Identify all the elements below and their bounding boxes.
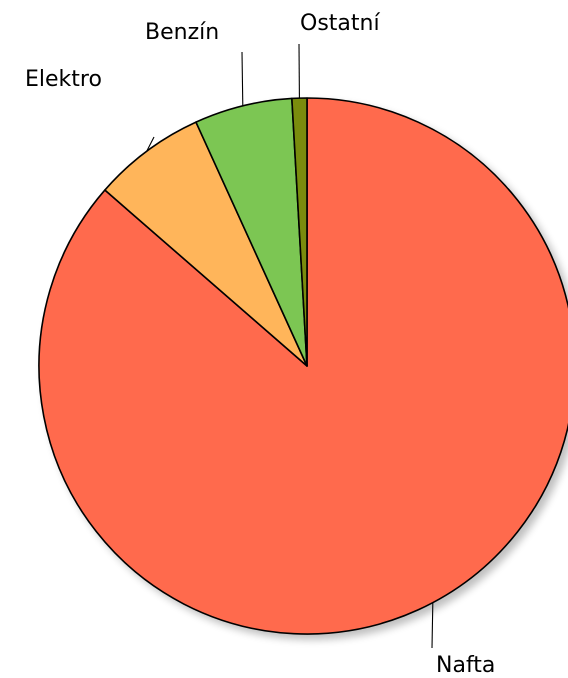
pie-slice-nafta — [38, 97, 568, 635]
leader-lines — [146, 43, 434, 649]
leader-line — [146, 136, 155, 152]
leader-line — [241, 51, 244, 106]
leader-line — [431, 602, 434, 649]
pie-slices — [38, 97, 568, 635]
slice-label-ostatni: Ostatní — [300, 11, 380, 36]
slice-label-elektro: Elektro — [25, 67, 102, 92]
slice-labels: Nafta Elektro Benzín Ostatní — [25, 11, 495, 678]
pie-slice-elektro — [104, 121, 308, 367]
slice-label-benzin: Benzín — [145, 20, 219, 45]
slice-label-nafta: Nafta — [436, 653, 495, 678]
